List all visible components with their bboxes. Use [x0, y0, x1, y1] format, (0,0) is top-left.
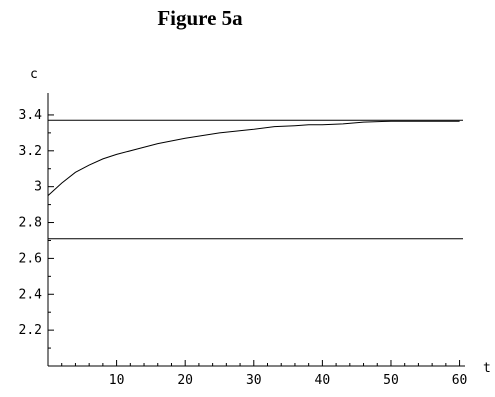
- x-tick-label: 30: [246, 373, 262, 388]
- y-tick-label: 2.4: [19, 287, 43, 302]
- y-tick-label: 2.6: [19, 251, 42, 266]
- y-tick-label: 2.2: [19, 323, 42, 338]
- y-tick-label: 3.4: [19, 108, 43, 123]
- y-tick-label: 3: [34, 180, 42, 195]
- x-tick-label: 40: [315, 373, 331, 388]
- y-axis-label: c: [30, 67, 38, 82]
- axes: [47, 93, 465, 367]
- figure-title: Figure 5a: [157, 6, 243, 30]
- x-axis-label: t: [483, 361, 491, 376]
- x-tick-label: 20: [177, 373, 193, 388]
- ticks: 10 20 30 40 50 60 2.2 2.4 2.6 2.8 3 3.2 3.4: [19, 108, 468, 388]
- series-group: [47, 119, 463, 240]
- y-tick-label: 3.2: [19, 144, 42, 159]
- x-tick-label: 10: [109, 373, 125, 388]
- x-tick-label: 60: [452, 373, 468, 388]
- series-line-1: [47, 120, 460, 196]
- y-tick-label: 2.8: [19, 216, 42, 231]
- x-tick-label: 50: [383, 373, 399, 388]
